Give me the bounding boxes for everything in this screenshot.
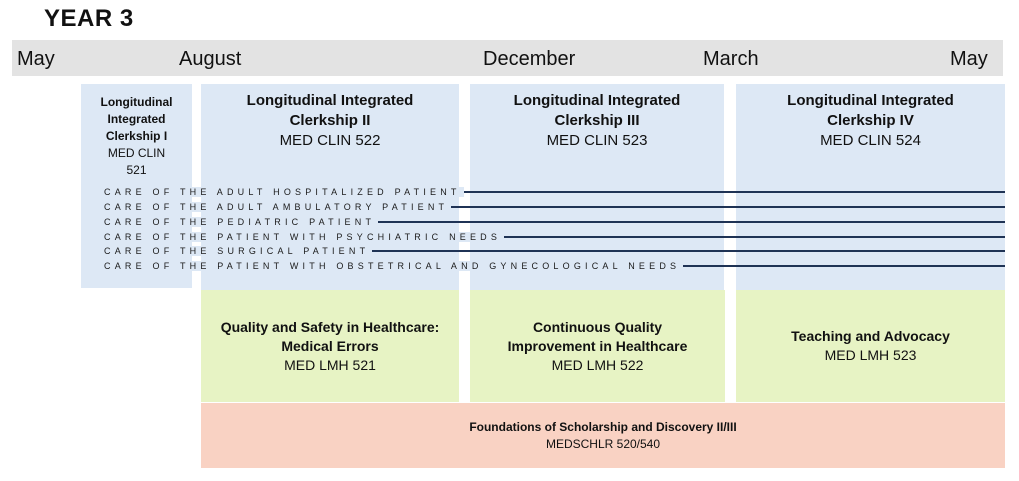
timeline-bar bbox=[12, 40, 1003, 76]
theme-psychiatric: CARE OF THE PATIENT WITH PSYCHIATRIC NEE… bbox=[84, 232, 505, 242]
theme-obgyn: CARE OF THE PATIENT WITH OBSTETRICAL AND… bbox=[84, 261, 684, 271]
clerkship-4-block: Longitudinal Integrated Clerkship IV MED… bbox=[736, 84, 1005, 290]
clerkship-2-code: MED CLIN 522 bbox=[279, 132, 381, 149]
theme-line bbox=[84, 250, 1005, 252]
clerkship-2-title: Longitudinal Integrated Clerkship II bbox=[246, 92, 414, 129]
lmh-2-code: MED LMH 522 bbox=[551, 356, 644, 373]
clerkship-1-title: Longitudinal Integrated Clerkship I bbox=[100, 95, 173, 143]
clerkship-4-code: MED CLIN 524 bbox=[820, 132, 921, 149]
theme-line bbox=[84, 191, 1005, 193]
theme-line bbox=[84, 206, 1005, 208]
clerkship-3-block: Longitudinal Integrated Clerkship III ME… bbox=[470, 84, 724, 290]
clerkship-4-title: Longitudinal Integrated Clerkship IV bbox=[787, 92, 954, 129]
theme-label-row: CARE OF THE ADULT AMBULATORY PATIENT bbox=[84, 200, 452, 214]
scholarship-block: Foundations of Scholarship and Discovery… bbox=[201, 403, 1005, 468]
theme-label-row: CARE OF THE PEDIATRIC PATIENT bbox=[84, 215, 379, 229]
clerkship-1-code: MED CLIN 521 bbox=[107, 146, 166, 177]
theme-label-row: CARE OF THE ADULT HOSPITALIZED PATIENT bbox=[84, 185, 464, 199]
month-august: August bbox=[179, 48, 242, 70]
lmh-3-block: Teaching and Advocacy MED LMH 523 bbox=[736, 290, 1005, 402]
theme-label-row: CARE OF THE PATIENT WITH OBSTETRICAL AND… bbox=[84, 259, 684, 273]
clerkship-3-title: Longitudinal Integrated Clerkship III bbox=[513, 92, 681, 129]
month-may-end: May bbox=[950, 48, 988, 70]
scholarship-title: Foundations of Scholarship and Discovery… bbox=[469, 419, 737, 434]
month-december: December bbox=[483, 48, 576, 70]
theme-surgical: CARE OF THE SURGICAL PATIENT bbox=[84, 246, 373, 256]
lmh-1-block: Quality and Safety in Healthcare: Medica… bbox=[201, 290, 459, 402]
scholarship-code: MEDSCHLR 520/540 bbox=[545, 436, 661, 451]
month-may-start: May bbox=[17, 48, 55, 70]
theme-adult-hospitalized: CARE OF THE ADULT HOSPITALIZED PATIENT bbox=[84, 187, 464, 197]
lmh-3-code: MED LMH 523 bbox=[824, 347, 917, 363]
month-march: March bbox=[703, 48, 759, 70]
lmh-1-code: MED LMH 521 bbox=[284, 356, 376, 373]
lmh-2-title: Continuous Quality Improvement in Health… bbox=[507, 318, 688, 354]
theme-label-row: CARE OF THE SURGICAL PATIENT bbox=[84, 244, 373, 258]
lmh-2-block: Continuous Quality Improvement in Health… bbox=[470, 290, 725, 402]
theme-pediatric: CARE OF THE PEDIATRIC PATIENT bbox=[84, 217, 379, 227]
theme-line bbox=[84, 236, 1005, 238]
theme-adult-ambulatory: CARE OF THE ADULT AMBULATORY PATIENT bbox=[84, 202, 452, 212]
lmh-3-title: Teaching and Advocacy bbox=[791, 328, 950, 344]
lmh-1-title: Quality and Safety in Healthcare: Medica… bbox=[220, 318, 440, 354]
theme-label-row: CARE OF THE PATIENT WITH PSYCHIATRIC NEE… bbox=[84, 230, 505, 244]
theme-line bbox=[84, 221, 1005, 223]
clerkship-3-code: MED CLIN 523 bbox=[546, 132, 648, 149]
page-title: YEAR 3 bbox=[44, 5, 134, 32]
